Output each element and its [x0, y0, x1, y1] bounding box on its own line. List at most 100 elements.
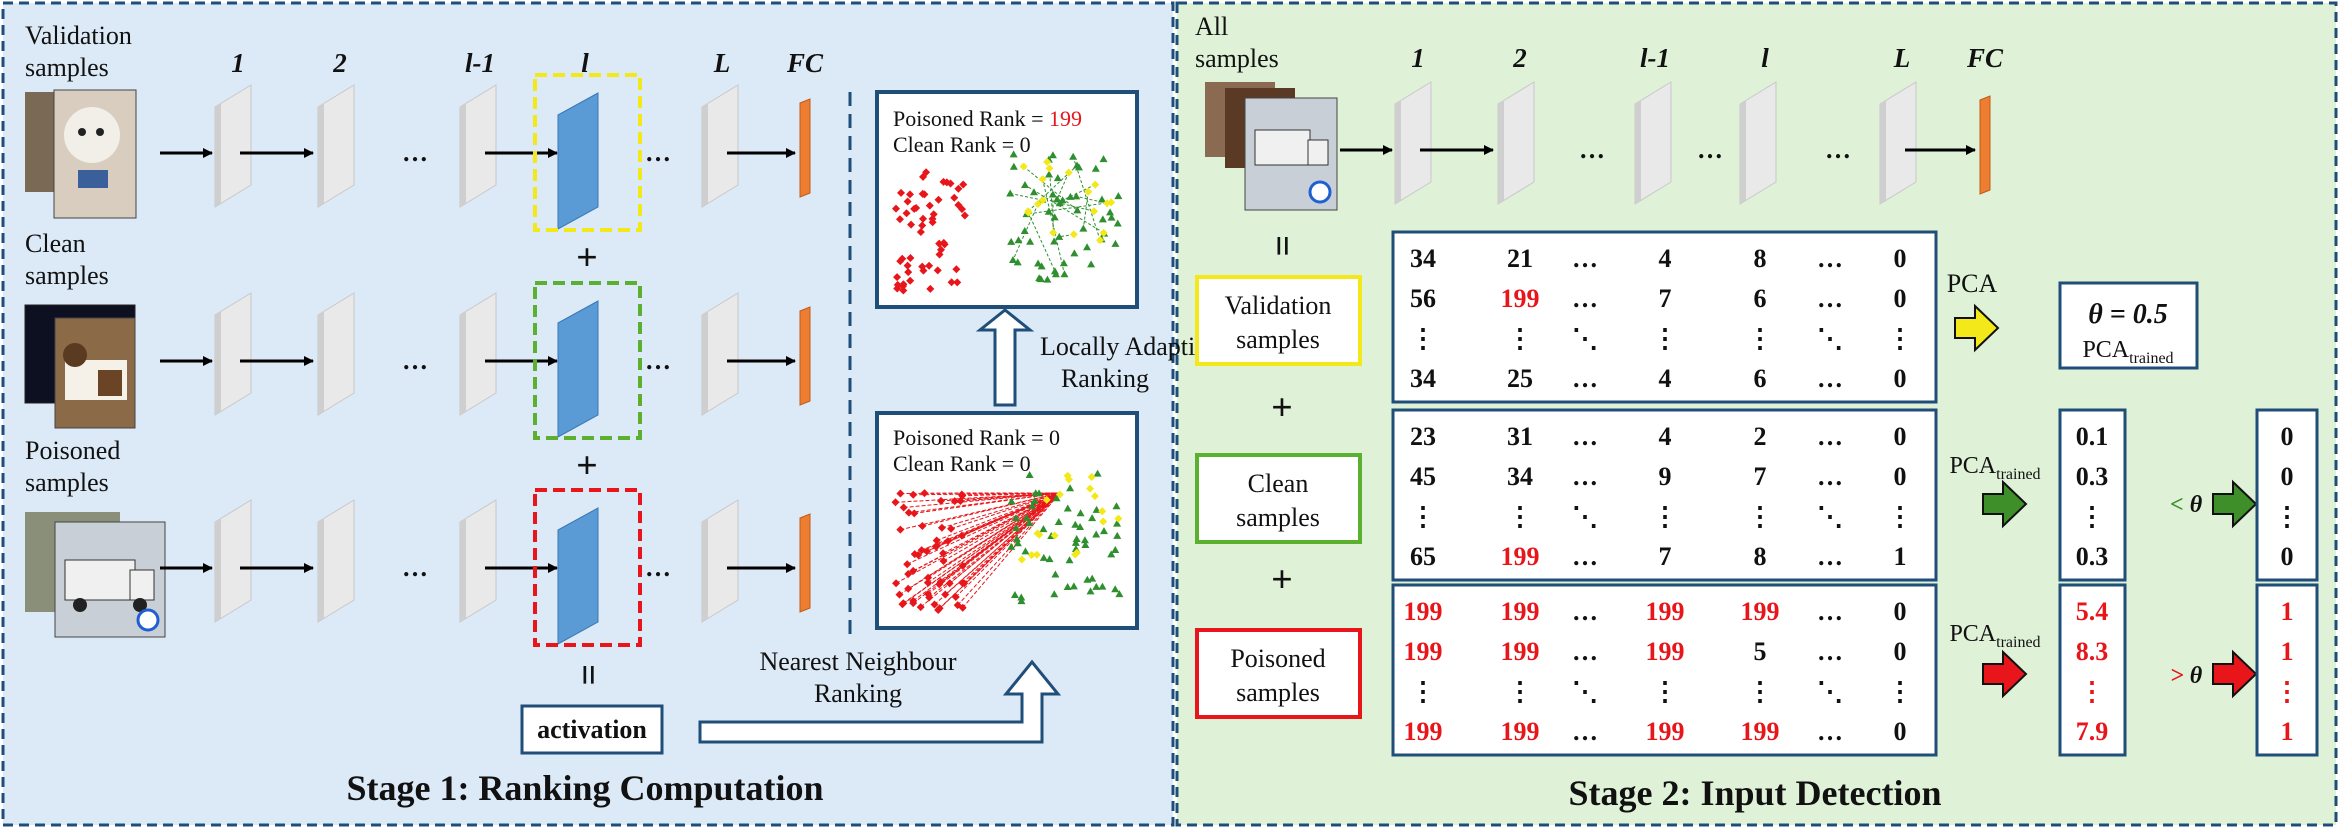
matrix-2-cell-3-2: …	[1572, 717, 1598, 746]
clean_scores-3: 0.3	[2076, 542, 2109, 571]
plotTopPts-poisoned-point	[953, 278, 962, 287]
nn-ranking-arrow	[698, 659, 1062, 744]
matrix-1-cell-2-5: ⋱	[1817, 502, 1843, 531]
plotBotPts-poisoned-point	[956, 497, 965, 506]
matrix-0-cell-2-1: ⋮	[1507, 324, 1533, 353]
plotTopPts-clean-point	[1072, 192, 1081, 200]
plotBotPts-poisoned-point	[936, 496, 945, 505]
plotBotPts-clean-point	[1045, 555, 1054, 563]
plotBotPts-poisoned-point	[941, 590, 950, 599]
plotTopPts-clean-point	[1045, 170, 1054, 178]
plotBotPts-poisoned-point	[958, 561, 967, 570]
plus-sign-2: +	[576, 445, 598, 487]
plotTopPts-poisoned-point	[899, 282, 908, 291]
row-label-clean-2: samples	[25, 261, 109, 290]
plotBotPts-validation-point	[1027, 551, 1036, 560]
plotBotPts-clean-point	[1051, 570, 1060, 578]
plotBotPts-neighbour-line	[962, 492, 1061, 567]
matrix-2-cell-0-5: …	[1817, 597, 1843, 626]
stage2-plus-1: +	[1271, 387, 1293, 429]
plotTopPts-poisoned-point	[933, 266, 942, 275]
plotBotPts-poisoned-point	[909, 599, 918, 608]
matrix-0-cell-0-5: …	[1817, 244, 1843, 273]
plotTopPts-poisoned-point	[928, 218, 937, 227]
plotBotPts-clean-point	[1025, 519, 1034, 527]
plotBotPts-clean-point	[1071, 520, 1080, 528]
plotTopPts-poisoned-point	[903, 197, 912, 206]
matrix-1-cell-1-0: 45	[1410, 462, 1436, 491]
pca-trained-poisoned: PCA	[1949, 621, 1996, 647]
plotTopPts-validation-point	[1045, 164, 1054, 173]
matrix-box-0	[1391, 230, 1938, 404]
plotTopPts-clean-point	[1026, 237, 1035, 245]
plotBotPts-neighbour-line	[927, 492, 1061, 595]
stage1-row0-layer-9-edge	[702, 103, 708, 207]
plotTopPts-clean-point	[1048, 151, 1057, 159]
plotBotPts-clean-point	[1012, 523, 1021, 531]
plotTopPts-poisoned-point	[959, 180, 968, 189]
matrix-1-cell-3-0: 65	[1410, 542, 1436, 571]
plotTopPts-clean-point	[1050, 237, 1059, 245]
plotBotPts-poisoned-point	[904, 569, 913, 578]
poisoned_out-3: 1	[2281, 717, 2294, 746]
matrix-2-cell-1-1: 199	[1501, 637, 1540, 666]
matrix-1-cell-3-5: …	[1817, 542, 1843, 571]
matrix-2-cell-2-2: ⋱	[1572, 677, 1598, 706]
stage2-row0-ellipsis-8: …	[1825, 135, 1851, 164]
layer-label-L: L	[713, 48, 731, 78]
matrix-1-cell-2-3: ⋮	[1652, 502, 1678, 531]
all-samples-label-2: samples	[1195, 44, 1279, 73]
stage2-row0-ellipsis-4: …	[1579, 135, 1605, 164]
plotBotPts-poisoned-point	[909, 566, 918, 575]
plotTopPts-poisoned-point	[920, 190, 929, 199]
clean-output-box	[2255, 408, 2319, 582]
plotTopPts-poisoned-point	[905, 190, 914, 199]
plotTopPts-neighbour-line	[1023, 166, 1078, 211]
plotBotPts-clean-point	[1021, 547, 1030, 555]
svg-text:PCAtrained: PCAtrained	[2082, 337, 2173, 367]
plotBotPts-clean-point	[1093, 469, 1102, 477]
stage1-row2-layer-l	[557, 507, 599, 645]
matrix-0-cell-2-3: ⋮	[1652, 324, 1678, 353]
clean-images	[24, 304, 136, 429]
nn-ranking-label-2: Ranking	[814, 679, 902, 708]
plotTopPts-validation-point	[1033, 200, 1042, 209]
matrix-2-cell-1-6: 0	[1894, 637, 1907, 666]
group-label-box-1	[1195, 453, 1362, 544]
matrix-0-cell-1-0: 56	[1410, 284, 1436, 313]
stage1-layer-labels: 1 2 l-1 l L FC	[231, 48, 824, 78]
plotTopPts-poisoned-point	[895, 215, 904, 224]
matrix-2-cell-2-0: ⋮	[1410, 677, 1436, 706]
poisoned_scores-0: 5.4	[2076, 597, 2109, 626]
plotBotPts-validation-point	[1114, 514, 1123, 523]
stage2-row0-layer-1-edge	[1395, 100, 1401, 204]
plotBotPts-validation-point	[1087, 472, 1096, 481]
matrix-0-cell-0-6: 0	[1894, 244, 1907, 273]
plotBotPts-poisoned-point	[943, 537, 952, 546]
plotBotPts-clean-point	[1072, 534, 1081, 542]
plotBotPts-clean-point	[1039, 553, 1048, 561]
plotTopPts-poisoned-point	[906, 253, 915, 262]
plotBotPts-clean-point	[1039, 525, 1048, 533]
stage1-layer-rows: ………………	[160, 84, 811, 645]
plot-bottom-poisoned-label: Poisoned Rank = 0	[893, 425, 1060, 450]
plotTopPts-clean-point	[1020, 181, 1029, 189]
plotBotPts-clean-point	[1098, 582, 1107, 590]
matrix-2-cell-3-4: 199	[1741, 717, 1780, 746]
matrix-0-cell-1-6: 0	[1894, 284, 1907, 313]
stage2-row0-fc	[1979, 95, 1991, 195]
plotBotPts-poisoned-point	[910, 509, 919, 518]
plotBotPts-neighbour-line	[941, 492, 1061, 529]
svg-text:PCAtrained: PCAtrained	[1949, 621, 2040, 651]
stage2-row0-ellipsis-6: …	[1697, 135, 1723, 164]
plotBotPts-neighbour-line	[943, 492, 1061, 562]
matrix-1-cell-0-4: 2	[1754, 422, 1767, 451]
matrix-1-cell-0-1: 31	[1507, 422, 1533, 451]
plotTopPts-poisoned-point	[947, 278, 956, 287]
stage1-row0-fc	[799, 98, 811, 198]
plotTopPts-clean-point	[1014, 236, 1023, 244]
plotBotPts-poisoned-point	[932, 542, 941, 551]
plotTopPts-neighbour-line	[1026, 201, 1112, 215]
group-label-2-line1: Poisoned	[1230, 644, 1325, 673]
